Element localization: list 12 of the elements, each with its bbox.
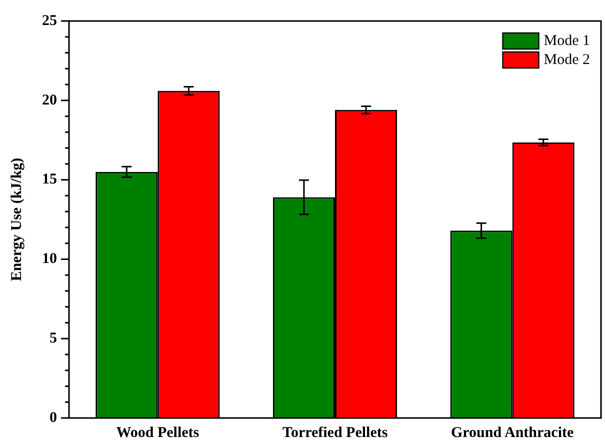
y-tick-label: 15	[42, 172, 57, 188]
legend-label: Mode 1	[544, 32, 590, 49]
x-tick-label: Ground Anthracite	[451, 424, 574, 441]
y-tick-label: 5	[50, 330, 57, 346]
x-tick-label: Wood Pellets	[116, 424, 200, 441]
legend-label: Mode 2	[544, 52, 590, 68]
y-axis-title: Energy Use (kJ/kg)	[8, 158, 25, 282]
y-tick-label: 25	[42, 12, 57, 29]
y-tick-label: 20	[42, 92, 57, 108]
x-tick-label: Torrefied Pellets	[282, 424, 388, 441]
y-tick-label: 10	[42, 251, 57, 268]
y-tick-label: 0	[50, 410, 57, 426]
